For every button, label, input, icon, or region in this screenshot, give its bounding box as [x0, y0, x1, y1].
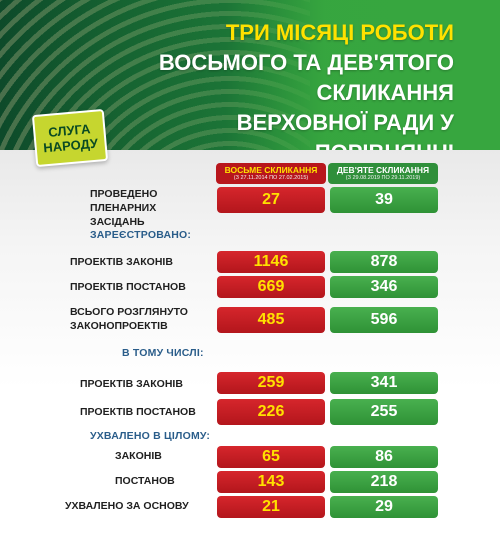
section-adopted: УХВАЛЕНО В ЦІЛОМУ: — [90, 430, 211, 442]
row-label: ПРОЕКТІВ ПОСТАНОВ — [70, 281, 186, 293]
row-label: УХВАЛЕНО ЗА ОСНОВУ — [65, 500, 189, 512]
cell-ninth: 346 — [330, 276, 438, 298]
section-including: В ТОМУ ЧИСЛІ: — [122, 347, 204, 359]
cell-eighth: 259 — [217, 372, 325, 394]
cell-ninth: 29 — [330, 496, 438, 518]
cell-ninth: 39 — [330, 187, 438, 213]
cell-eighth: 226 — [217, 399, 325, 425]
row-label: ПРОЕКТІВ ПОСТАНОВ — [80, 406, 196, 418]
row-label: ПРОЕКТІВ ЗАКОНІВ — [70, 256, 173, 268]
section-registered: ЗАРЕЄСТРОВАНО: — [90, 229, 192, 241]
cell-eighth: 1146 — [217, 251, 325, 273]
header-banner: ТРИ МІСЯЦІ РОБОТИ ВОСЬМОГО ТА ДЕВ'ЯТОГО … — [0, 0, 500, 150]
title-line-3: ВЕРХОВНОЇ РАДИ У ПОРІВНЯННІ — [236, 110, 454, 150]
row-label: ПРОВЕДЕНО ПЛЕНАРНИХ ЗАСІДАНЬ — [90, 188, 158, 228]
cell-eighth: 485 — [217, 307, 325, 333]
cell-ninth: 878 — [330, 251, 438, 273]
title-line-1: ТРИ МІСЯЦІ РОБОТИ — [225, 20, 454, 45]
column-header-eighth: ВОСЬМЕ СКЛИКАННЯ (З 27.11.2014 ПО 27.02.… — [216, 163, 326, 184]
row-label: ЗАКОНІВ — [115, 450, 162, 462]
cell-eighth: 143 — [217, 471, 325, 493]
cell-ninth: 596 — [330, 307, 438, 333]
party-logo-badge: СЛУГА НАРОДУ — [31, 108, 109, 168]
cell-ninth: 341 — [330, 372, 438, 394]
page-title: ТРИ МІСЯЦІ РОБОТИ ВОСЬМОГО ТА ДЕВ'ЯТОГО … — [94, 18, 454, 150]
cell-ninth: 255 — [330, 399, 438, 425]
cell-eighth: 27 — [217, 187, 325, 213]
cell-eighth: 21 — [217, 496, 325, 518]
row-label: ВСЬОГО РОЗГЛЯНУТО ЗАКОНОПРОЕКТІВ — [70, 306, 188, 332]
cell-ninth: 218 — [330, 471, 438, 493]
row-label: ПОСТАНОВ — [115, 475, 175, 487]
title-line-2: ВОСЬМОГО ТА ДЕВ'ЯТОГО СКЛИКАННЯ — [158, 50, 454, 105]
cell-ninth: 86 — [330, 446, 438, 468]
column-header-ninth: ДЕВ'ЯТЕ СКЛИКАННЯ (З 29.08.2019 ПО 29.11… — [328, 163, 438, 184]
cell-eighth: 669 — [217, 276, 325, 298]
row-label: ПРОЕКТІВ ЗАКОНІВ — [80, 378, 183, 390]
cell-eighth: 65 — [217, 446, 325, 468]
